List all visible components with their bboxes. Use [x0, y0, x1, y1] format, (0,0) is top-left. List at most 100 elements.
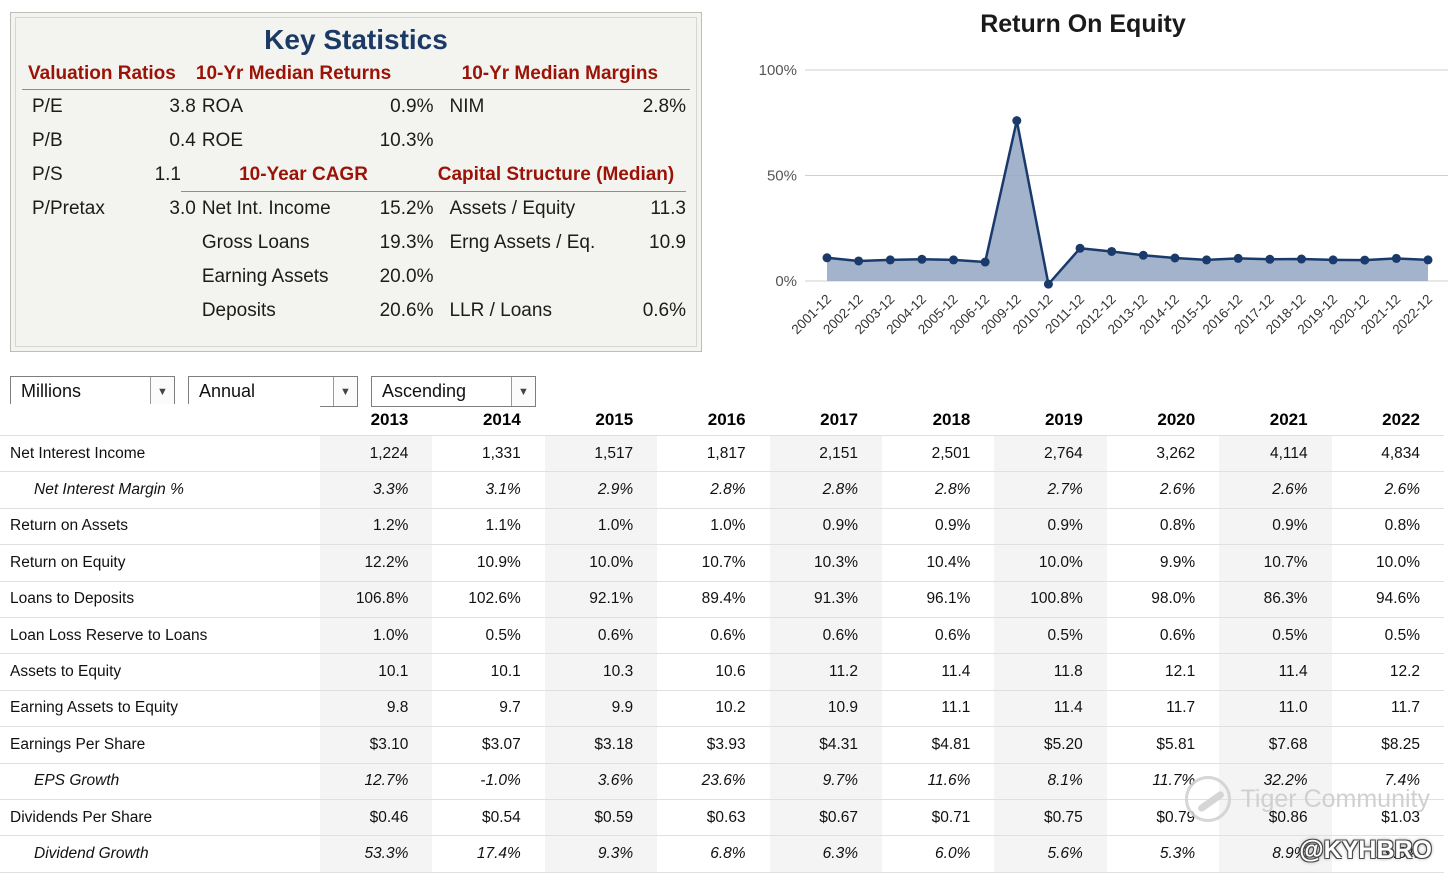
tiger-community-logo-icon [1184, 776, 1231, 822]
stat-label: ROA [201, 96, 243, 117]
sort-select-value: Ascending [382, 381, 467, 401]
table-cell: 0.6% [710, 626, 746, 644]
stat-value: 20.6% [379, 300, 434, 321]
table-cell: 9.9 [544, 690, 658, 727]
table-cell: 11.6% [927, 772, 971, 790]
year-header: 2018 [932, 409, 971, 429]
table-cell: 10.1 [320, 654, 433, 690]
table-cell: 2.8% [710, 481, 746, 499]
table-cell: 0.5% [1384, 626, 1420, 644]
stat-label: Earning Assets [201, 266, 329, 287]
year-header: 2019 [1044, 409, 1083, 429]
table-cell: 89.4% [701, 590, 746, 608]
table-cell: $0.59 [544, 799, 658, 836]
table-cell: 11.7% [1152, 772, 1196, 790]
year-header: 2013 [370, 409, 409, 429]
table-cell: 3.6% [544, 763, 658, 799]
row-label: Earnings Per Share [0, 727, 320, 763]
key-stats-row: Deposits 20.6% LLR / Loans 0.6% [22, 294, 690, 328]
table-row: Return on Assets 1.2% 1.1% 1.0% 1.0% 0.9% 0.9%… [0, 508, 1444, 546]
period-select-value: Annual [199, 381, 256, 401]
table-cell: 19.8% [1376, 844, 1420, 862]
table-cell: 12.2 [1389, 663, 1420, 681]
table-cell: 9.8 [320, 690, 433, 727]
stat-value: 10.3% [379, 130, 434, 151]
table-row: Dividends Per Share $0.46 $0.54 $0.59 $0.63 $… [0, 799, 1444, 837]
table-cell: 6.3% [769, 836, 882, 872]
row-label: Dividends Per Share [0, 799, 320, 836]
table-controls: Millions ▼ Annual ▼ Ascending ▼ [10, 376, 536, 407]
table-cell: $0.75 [994, 799, 1107, 836]
table-cell: 91.3% [769, 581, 882, 617]
median-margins-header: 10-Yr Median Margins [461, 62, 659, 84]
median-returns-header: 10-Yr Median Returns [195, 62, 392, 84]
sort-select[interactable]: Ascending ▼ [371, 376, 536, 407]
stat-value: 2.8% [642, 96, 686, 117]
table-cell: 9.7 [499, 699, 521, 717]
table-cell: $3.18 [544, 727, 658, 763]
table-cell: 4,114 [1219, 436, 1332, 472]
capital-structure-header: Capital Structure (Median) [437, 163, 675, 185]
table-cell: 1,817 [706, 444, 746, 462]
table-cell: 3.3% [320, 472, 433, 508]
table-cell: 5.6% [994, 836, 1107, 872]
table-cell: 4,834 [1381, 444, 1420, 462]
table-row: EPS Growth 12.7% -1.0% 3.6% 23.6% 9.7% 11.6% 8.… [0, 763, 1444, 800]
table-cell: $3.93 [706, 735, 746, 753]
period-select[interactable]: Annual ▼ [188, 376, 358, 407]
units-select-value: Millions [21, 381, 82, 401]
year-header: 2020 [1157, 409, 1196, 429]
stat-value: 3.8 [169, 96, 196, 117]
stat-label: Deposits [201, 300, 276, 321]
key-statistics-title: Key Statistics [264, 24, 448, 55]
table-cell: 23.6% [701, 772, 746, 790]
row-label: Earning Assets to Equity [0, 690, 320, 727]
table-cell: 12.2% [320, 545, 433, 581]
table-cell: 2.7% [994, 472, 1107, 508]
stat-value: 11.3 [650, 198, 686, 219]
svg-text:50%: 50% [767, 168, 797, 185]
table-cell: 1.0% [320, 617, 433, 654]
table-cell: $8.25 [1381, 735, 1420, 753]
table-cell: 1,331 [482, 444, 521, 462]
stat-value: 20.0% [379, 266, 434, 287]
table-cell: 3.1% [485, 481, 521, 499]
table-cell: 10.9 [769, 690, 882, 727]
user-handle-watermark: @KYHBRO [1299, 836, 1432, 864]
table-cell: 0.8% [1384, 517, 1420, 535]
table-cell: 10.3% [769, 545, 882, 581]
table-cell: 1,517 [544, 436, 658, 472]
table-cell: 11.2 [769, 654, 882, 690]
table-cell: 10.0% [994, 545, 1107, 581]
table-cell: 0.8% [1159, 517, 1196, 535]
table-cell: 2,501 [931, 444, 971, 462]
table-cell: 11.0 [1219, 690, 1332, 727]
table-header-row: 2013 2014 2015 2016 2017 2018 2019 2020 2021 2022 [0, 404, 1444, 436]
chart-title: Return On Equity [980, 10, 1186, 38]
table-corner [0, 404, 320, 435]
stat-label: P/B [32, 130, 63, 151]
table-cell: 102.6% [468, 590, 521, 608]
table-cell: 1.0% [544, 508, 658, 545]
row-label: Return on Assets [0, 508, 320, 545]
table-cell: 3,262 [1156, 444, 1196, 462]
financials-table: 2013 2014 2015 2016 2017 2018 2019 2020 2021 2022… [0, 404, 1444, 873]
table-cell: 6.8% [710, 844, 746, 862]
table-cell: 106.8% [320, 581, 433, 617]
chevron-down-icon: ▼ [511, 377, 535, 406]
table-cell: 53.3% [320, 836, 433, 872]
table-cell: 94.6% [1376, 590, 1420, 608]
units-select[interactable]: Millions ▼ [10, 376, 175, 407]
table-cell: 11.8 [994, 654, 1107, 690]
table-cell: 2.8% [935, 481, 971, 499]
year-header: 2016 [707, 409, 746, 429]
table-cell: 0.9% [769, 508, 882, 545]
table-row: Earning Assets to Equity 9.8 9.7 9.9 10.2 10.… [0, 690, 1444, 728]
row-label: EPS Growth [0, 763, 320, 799]
table-cell: 11.4 [994, 690, 1107, 727]
table-cell: 96.1% [926, 590, 971, 608]
table-cell: -1.0% [480, 772, 521, 790]
table-cell: 11.4 [941, 663, 971, 681]
table-cell: $0.71 [931, 808, 971, 826]
table-cell: 10.3 [544, 654, 658, 690]
